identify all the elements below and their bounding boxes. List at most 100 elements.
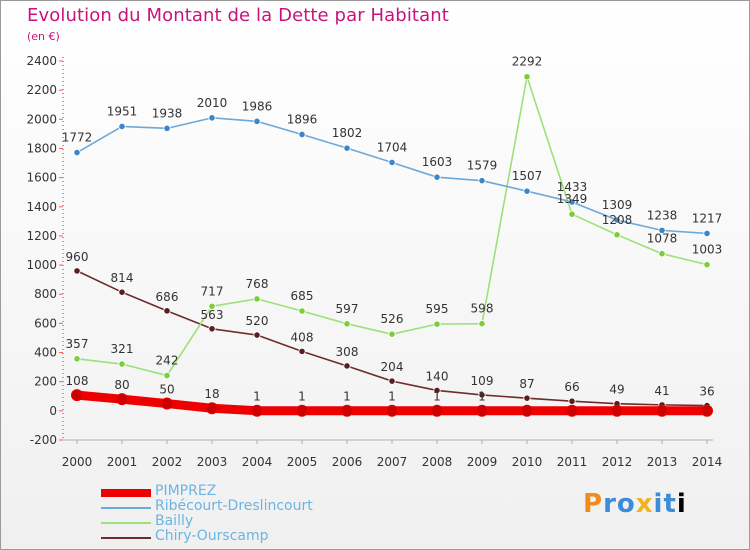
data-label: 1951	[107, 104, 138, 118]
data-point	[568, 198, 576, 206]
data-label: 2010	[197, 96, 228, 110]
data-label: 1	[433, 390, 441, 404]
data-point	[163, 124, 171, 132]
data-label: 563	[201, 308, 224, 322]
data-label: 1896	[287, 112, 318, 126]
data-label: 1309	[602, 198, 633, 212]
y-tick-label: 2000	[26, 112, 57, 126]
x-tick-label: 2007	[377, 455, 408, 469]
data-label: 814	[111, 271, 134, 285]
data-point	[478, 320, 486, 328]
data-label: 1	[478, 390, 486, 404]
legend-label: Ribécourt-Dreslincourt	[155, 498, 313, 514]
x-tick-label: 2010	[512, 455, 543, 469]
data-point	[388, 377, 396, 385]
data-point	[208, 114, 216, 122]
data-point	[206, 402, 218, 415]
y-tick-label: 800	[34, 287, 57, 301]
data-point	[298, 130, 306, 139]
data-label: 598	[471, 302, 494, 316]
data-label: 41	[654, 384, 669, 398]
data-label: 204	[381, 360, 404, 374]
data-label: 1078	[647, 232, 678, 246]
data-label: 1802	[332, 126, 363, 140]
y-tick-label: 1200	[26, 229, 57, 243]
data-point	[613, 216, 621, 224]
y-tick-label: 2400	[26, 54, 57, 68]
legend-label: Chiry-Ourscamp	[155, 528, 269, 544]
proxiti-logo: Proxiti	[583, 489, 687, 519]
data-point	[476, 404, 488, 417]
data-label: 242	[156, 354, 179, 368]
data-label: 1	[388, 390, 396, 404]
data-point	[523, 394, 531, 402]
data-label: 357	[66, 337, 89, 351]
data-point	[523, 73, 531, 81]
data-label: 66	[564, 380, 579, 394]
x-tick-label: 2011	[557, 455, 588, 469]
data-label: 1	[253, 390, 261, 404]
data-label: 1603	[422, 155, 453, 169]
data-point	[703, 261, 711, 269]
x-tick-label: 2001	[107, 455, 138, 469]
x-tick-label: 2004	[242, 455, 273, 469]
chart-subtitle: (en €)	[27, 30, 60, 43]
data-label: 1	[343, 390, 351, 404]
data-label: 595	[426, 302, 449, 316]
data-label: 1217	[692, 211, 723, 225]
legend-swatch	[101, 489, 151, 497]
data-point	[343, 320, 351, 328]
data-point	[298, 347, 306, 355]
x-tick-label: 2002	[152, 455, 183, 469]
data-label: 80	[114, 378, 129, 392]
x-tick-label: 2013	[647, 455, 678, 469]
data-point	[73, 148, 81, 157]
data-point	[73, 355, 81, 363]
data-point	[343, 144, 351, 152]
data-point	[253, 295, 261, 303]
data-label: 108	[66, 374, 89, 388]
x-tick-label: 2005	[287, 455, 318, 469]
data-point	[611, 404, 623, 417]
data-point	[433, 386, 441, 395]
data-point	[343, 362, 351, 370]
data-label: 526	[381, 312, 404, 326]
data-label: 50	[159, 383, 174, 397]
data-label: 2292	[512, 55, 543, 69]
data-point	[118, 288, 126, 296]
y-tick-label: 2200	[26, 83, 57, 97]
data-point	[298, 307, 306, 315]
data-point	[566, 404, 578, 417]
data-point	[251, 404, 263, 417]
chart-title: Evolution du Montant de la Dette par Hab…	[27, 5, 449, 26]
data-label: 109	[471, 374, 494, 388]
data-label: 685	[291, 289, 314, 303]
data-point	[658, 226, 666, 234]
data-point	[118, 122, 126, 131]
data-point	[208, 302, 216, 310]
data-point	[208, 325, 216, 333]
data-point	[523, 187, 531, 195]
data-point	[431, 404, 443, 417]
y-tick-label: 1400	[26, 200, 57, 214]
y-tick-label: 200	[34, 375, 57, 389]
data-point	[296, 404, 308, 417]
data-point	[701, 404, 713, 417]
y-tick-label: 1000	[26, 258, 57, 272]
data-point	[568, 210, 576, 218]
data-label: 321	[111, 342, 134, 356]
data-point	[73, 267, 81, 275]
data-label: 18	[204, 387, 219, 401]
x-tick-label: 2014	[692, 455, 723, 469]
data-label: 1238	[647, 208, 678, 222]
data-point	[656, 404, 668, 417]
data-point	[253, 117, 261, 125]
data-point	[568, 397, 576, 405]
data-label: 36	[699, 385, 714, 399]
data-point	[71, 389, 83, 402]
data-label: 1507	[512, 169, 543, 183]
data-label: 520	[246, 314, 269, 328]
data-label: 1986	[242, 99, 273, 113]
